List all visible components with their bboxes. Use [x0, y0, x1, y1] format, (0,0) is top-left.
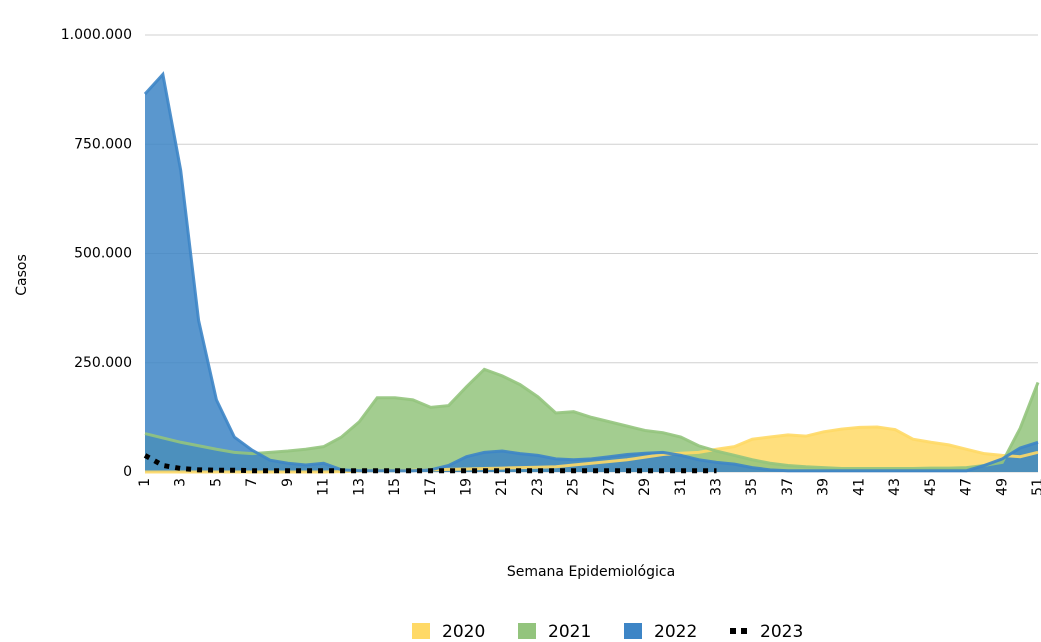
x-tick-label: 31	[673, 478, 689, 496]
legend-label: 2023	[760, 622, 803, 642]
series-line	[143, 71, 1039, 473]
legend-swatch	[624, 623, 642, 639]
x-tick-label: 19	[458, 478, 474, 496]
x-tick-label: 9	[280, 478, 296, 487]
x-tick-label: 47	[959, 478, 975, 496]
x-tick-label: 51	[1030, 478, 1041, 496]
area	[145, 426, 1038, 472]
legend-swatch	[518, 623, 536, 639]
x-tick-label: 27	[601, 478, 617, 496]
x-tick-label: 23	[530, 478, 546, 496]
legend-swatch	[412, 623, 430, 639]
x-tick-label: 17	[423, 478, 439, 496]
x-tick-label: 1	[137, 478, 153, 487]
y-tick-label: 250.000	[74, 355, 132, 371]
x-tick-label: 33	[709, 478, 725, 496]
x-tick-label: 49	[994, 478, 1010, 496]
y-tick-label: 750.000	[74, 136, 132, 152]
x-tick-label: 7	[244, 478, 260, 487]
y-axis-label: Casos	[14, 254, 30, 296]
x-tick-label: 37	[780, 478, 796, 496]
y-tick-label: 1.000.000	[61, 27, 132, 43]
x-axis-label: Semana Epidemiológica	[507, 564, 675, 580]
x-tick-label: 11	[316, 478, 332, 496]
x-tick-label: 21	[494, 478, 510, 496]
x-tick-label: 5	[208, 478, 224, 487]
legend-swatch	[730, 628, 736, 634]
x-tick-label: 41	[851, 478, 867, 496]
x-tick-label: 25	[566, 478, 582, 496]
y-tick-label: 500.000	[74, 246, 132, 262]
x-tick-label: 43	[887, 478, 903, 496]
series-line	[143, 453, 717, 474]
series-line	[144, 367, 1040, 471]
x-tick-label: 15	[387, 478, 403, 496]
area	[145, 369, 1038, 472]
y-tick-label: 0	[123, 464, 132, 480]
x-tick-label: 13	[351, 478, 367, 496]
legend-label: 2022	[654, 622, 697, 642]
x-tick-label: 45	[923, 478, 939, 496]
legend-label: 2020	[442, 622, 485, 642]
x-tick-label: 39	[816, 478, 832, 496]
area	[145, 74, 1038, 472]
x-tick-label: 3	[173, 478, 189, 487]
x-tick-label: 29	[637, 478, 653, 496]
series-line	[145, 425, 1039, 474]
x-tick-label: 35	[744, 478, 760, 496]
legend-swatch	[741, 628, 747, 634]
legend-label: 2021	[548, 622, 591, 642]
